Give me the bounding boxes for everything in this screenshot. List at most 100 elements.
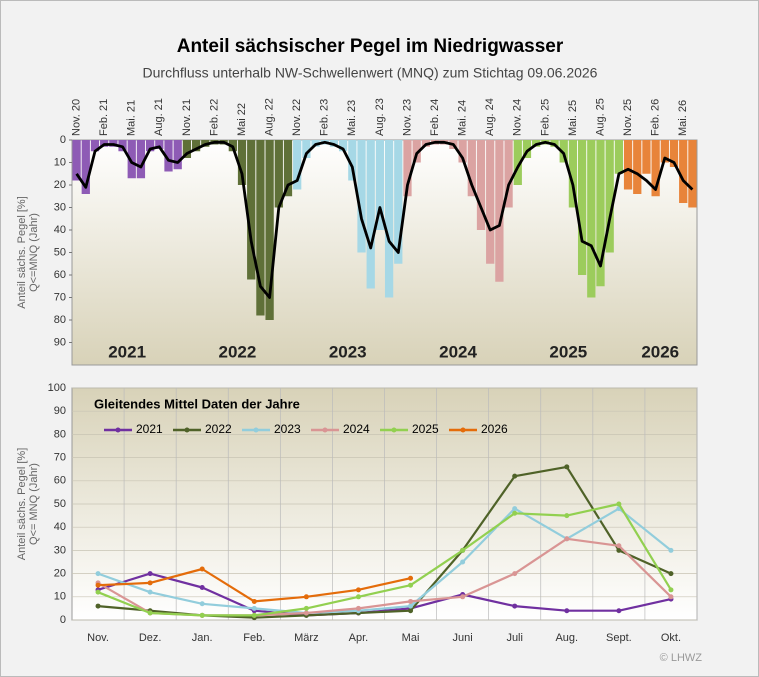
point (147, 610, 153, 616)
point (147, 589, 153, 595)
legend-marker (115, 427, 121, 433)
year-label: 2021 (108, 342, 146, 361)
series-line (97, 507, 672, 615)
point (408, 575, 414, 581)
bar (688, 140, 697, 208)
bar (191, 140, 201, 152)
y-tick-label: 60 (54, 269, 66, 281)
bar (605, 140, 614, 253)
x-tick-label: Feb. 23 (319, 99, 331, 136)
point (616, 501, 622, 507)
year-label: 2025 (549, 342, 587, 361)
bar (366, 140, 375, 289)
point (355, 587, 361, 593)
series-line (97, 502, 672, 617)
bar (633, 140, 642, 194)
legend-label: 2022 (205, 422, 232, 436)
y-tick-label: 90 (54, 336, 66, 348)
point (616, 608, 622, 614)
point (460, 559, 466, 565)
point (95, 571, 101, 577)
point (564, 464, 570, 470)
y-tick-label: 40 (54, 224, 66, 236)
x-tick-label: Aug. 23 (374, 98, 386, 136)
x-tick-label: Juni (453, 632, 473, 644)
y-tick-label: 10 (54, 156, 66, 168)
x-tick-label: Feb. 22 (208, 99, 220, 136)
x-tick-label: Nov. (87, 632, 109, 644)
x-tick-label: Mai. 25 (567, 100, 579, 136)
y-axis-label: Anteil sächs. Pegel [%] (16, 196, 28, 309)
series-line (97, 572, 672, 617)
bar (339, 140, 348, 152)
point (668, 547, 674, 553)
point (564, 608, 570, 614)
y-tick-label: 100 (48, 382, 66, 394)
x-tick-label: Aug. (555, 632, 578, 644)
x-tick-label: Mai. 23 (346, 100, 358, 136)
chart-subtitle: Durchfluss unterhalb NW-Schwellenwert (M… (143, 65, 598, 81)
y-axis-label: Anteil sächs. Pegel [%] (16, 448, 28, 561)
bar (651, 140, 660, 197)
x-tick-label: Okt. (661, 632, 681, 644)
point (564, 513, 570, 519)
bar (155, 140, 164, 149)
y-tick-label: 30 (54, 544, 66, 556)
bar (348, 140, 357, 181)
x-tick-label: März (294, 632, 318, 644)
legend-label: 2021 (136, 422, 163, 436)
bar (173, 140, 182, 170)
legend-label: 2024 (343, 422, 370, 436)
y-tick-label: 0 (60, 614, 66, 626)
legend-marker (253, 427, 259, 433)
y-axis-label: Q<= MNQ (Jahr) (28, 463, 40, 545)
legend-label: 2023 (274, 422, 301, 436)
bar (403, 140, 412, 197)
bar (476, 140, 486, 230)
point (251, 605, 257, 611)
bar (145, 140, 155, 152)
bar (495, 140, 504, 282)
point (251, 612, 257, 618)
chart-title: Anteil sächsischer Pegel im Niedrigwasse… (177, 36, 564, 57)
bar (559, 140, 568, 163)
bar (265, 140, 274, 320)
x-tick-label: Mai. 24 (457, 100, 469, 136)
y-tick-label: 50 (54, 498, 66, 510)
y-tick-label: 50 (54, 246, 66, 258)
legend-marker (460, 427, 466, 433)
bar (384, 140, 394, 298)
bar (182, 140, 192, 158)
point (95, 603, 101, 609)
point (408, 608, 414, 614)
x-tick-label: Nov. 20 (71, 99, 83, 136)
bar (504, 140, 513, 208)
x-tick-label: Nov. 23 (401, 99, 413, 136)
bar (660, 140, 669, 163)
point (460, 594, 466, 600)
point (95, 589, 101, 595)
legend-marker (391, 427, 397, 433)
y-tick-label: 40 (54, 521, 66, 533)
bar (614, 140, 624, 174)
point (303, 610, 309, 616)
bar (136, 140, 146, 179)
y-tick-label: 70 (54, 291, 66, 303)
x-tick-label: Feb. 24 (429, 99, 441, 136)
bar (412, 140, 421, 163)
x-tick-label: Nov. 25 (622, 99, 634, 136)
legend-marker (322, 427, 328, 433)
point (147, 580, 153, 586)
point (668, 594, 674, 600)
x-tick-label: Feb. (243, 632, 265, 644)
bar (679, 140, 688, 203)
point (95, 582, 101, 588)
x-tick-label: Feb. 21 (98, 99, 110, 136)
legend-marker (184, 427, 190, 433)
point (616, 543, 622, 549)
y-tick-label: 0 (60, 134, 66, 146)
point (303, 605, 309, 611)
x-tick-label: Sept. (606, 632, 632, 644)
series-line (75, 140, 694, 299)
